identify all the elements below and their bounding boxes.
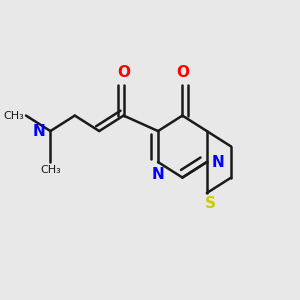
Text: N: N: [212, 154, 225, 169]
Text: N: N: [152, 167, 164, 182]
Text: N: N: [32, 124, 45, 139]
Text: O: O: [176, 65, 189, 80]
Text: CH₃: CH₃: [40, 166, 61, 176]
Text: S: S: [205, 196, 216, 211]
Text: CH₃: CH₃: [3, 111, 24, 121]
Text: O: O: [117, 65, 130, 80]
